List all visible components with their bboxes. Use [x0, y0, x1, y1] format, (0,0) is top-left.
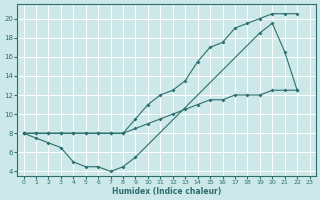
X-axis label: Humidex (Indice chaleur): Humidex (Indice chaleur)	[112, 187, 221, 196]
